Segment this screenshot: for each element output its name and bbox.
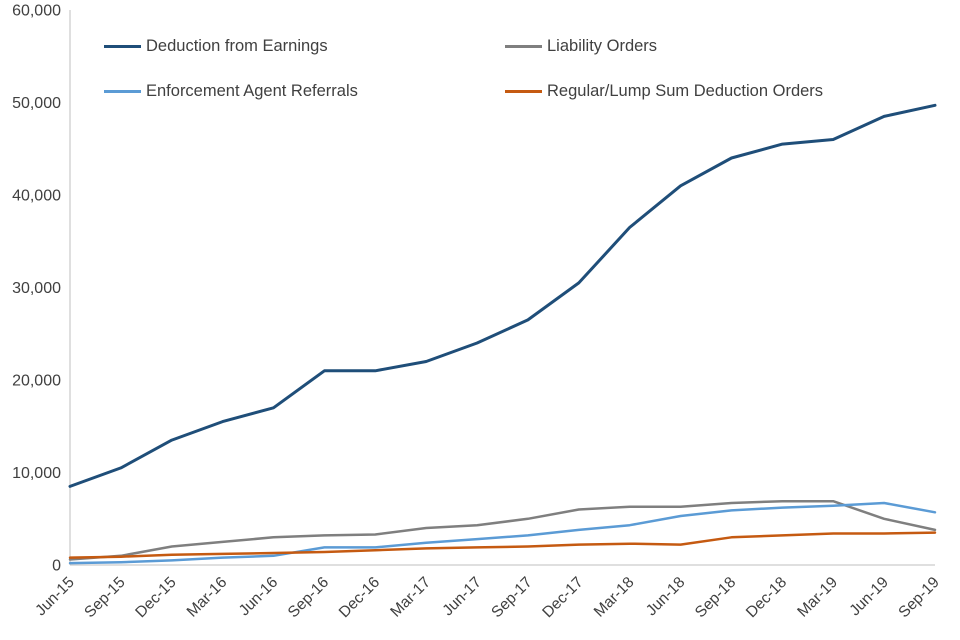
x-tick-label: Jun-16 — [236, 574, 282, 620]
x-tick-label: Mar-16 — [184, 574, 231, 621]
series-line-enforcement-agent-referrals — [68, 501, 937, 565]
legend-label-deduction-from-earnings: Deduction from Earnings — [146, 37, 328, 55]
x-tick-label: Mar-18 — [591, 574, 638, 621]
y-tick-label: 30,000 — [12, 280, 61, 297]
legend-label-enforcement-agent-referrals: Enforcement Agent Referrals — [146, 82, 358, 100]
x-tick-label: Sep-16 — [285, 574, 332, 621]
legend-swatch-deduction-from-earnings — [104, 45, 141, 48]
series-line-deduction-from-earnings — [68, 103, 937, 488]
x-tick-label: Sep-18 — [692, 574, 739, 621]
x-tick-label: Jun-18 — [643, 574, 689, 620]
x-tick-label: Sep-15 — [81, 574, 128, 621]
x-tick-label: Jun-15 — [32, 574, 78, 620]
legend-swatch-liability-orders — [505, 45, 542, 48]
x-tick-label: Jun-19 — [846, 574, 892, 620]
legend-swatch-regular-lump-sum-deduction-orders — [505, 90, 542, 93]
legend-item-enforcement-agent-referrals: Enforcement Agent Referrals — [104, 82, 358, 101]
x-tick-label: Sep-17 — [488, 574, 535, 621]
y-tick-label: 60,000 — [12, 3, 61, 20]
x-tick-label: Dec-16 — [336, 574, 383, 621]
x-tick-label: Sep-19 — [895, 574, 942, 621]
x-tick-label: Dec-15 — [132, 574, 179, 621]
y-tick-label: 10,000 — [12, 465, 61, 482]
series-line-liability-orders — [68, 499, 937, 561]
y-tick-label: 50,000 — [12, 95, 61, 112]
x-tick-label: Mar-17 — [387, 574, 434, 621]
legend-item-regular-lump-sum-deduction-orders: Regular/Lump Sum Deduction Orders — [505, 82, 823, 101]
legend-item-liability-orders: Liability Orders — [505, 37, 657, 56]
y-tick-label: 40,000 — [12, 188, 61, 205]
legend-label-regular-lump-sum-deduction-orders: Regular/Lump Sum Deduction Orders — [547, 82, 824, 100]
legend-item-deduction-from-earnings: Deduction from Earnings — [104, 37, 328, 56]
y-tick-label: 0 — [52, 558, 61, 575]
y-tick-label: 20,000 — [12, 373, 61, 390]
legend-label-liability-orders: Liability Orders — [547, 37, 658, 55]
x-tick-label: Jun-17 — [439, 574, 485, 620]
legend-swatch-enforcement-agent-referrals — [104, 90, 141, 93]
x-tick-label: Mar-19 — [794, 574, 841, 621]
series-line-regular-lump-sum-deduction-orders — [68, 531, 937, 559]
x-tick-label: Dec-17 — [539, 574, 586, 621]
x-tick-label: Dec-18 — [743, 574, 790, 621]
